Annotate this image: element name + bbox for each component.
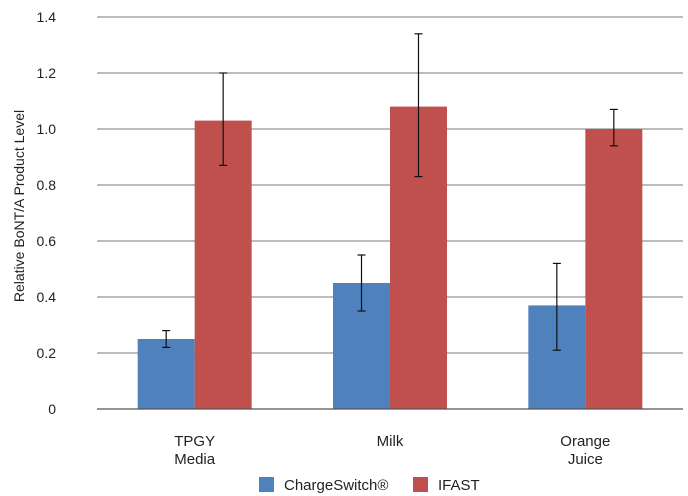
bar-chargeswitch (137, 339, 195, 409)
x-tick-label: Juice (568, 451, 603, 468)
legend-label: ChargeSwitch® (284, 477, 388, 494)
legend: ChargeSwitch® IFAST (259, 477, 480, 494)
y-tick-label: 1.4 (37, 9, 57, 25)
y-tick-label: 1.2 (37, 65, 57, 81)
x-tick-label: Milk (377, 433, 404, 450)
y-axis-title: Relative BoNT/A Product Level (11, 110, 27, 302)
legend-swatch (413, 477, 428, 492)
x-tick-label: Media (174, 451, 216, 468)
y-tick-label: 0.4 (37, 289, 57, 305)
bar-ifast (585, 129, 643, 409)
y-tick-label: 0.2 (37, 345, 57, 361)
y-tick-label: 0.8 (37, 177, 57, 193)
legend-swatch (259, 477, 274, 492)
error-bars (162, 33, 618, 351)
x-tick-label: TPGY (174, 433, 215, 450)
y-tick-label: 0.6 (37, 233, 57, 249)
legend-label: IFAST (438, 477, 480, 494)
y-tick-label: 0 (48, 401, 56, 417)
y-tick-label: 1.0 (37, 121, 57, 137)
bar-ifast (194, 120, 252, 409)
x-tick-label: Orange (560, 433, 610, 450)
bars (137, 106, 643, 409)
